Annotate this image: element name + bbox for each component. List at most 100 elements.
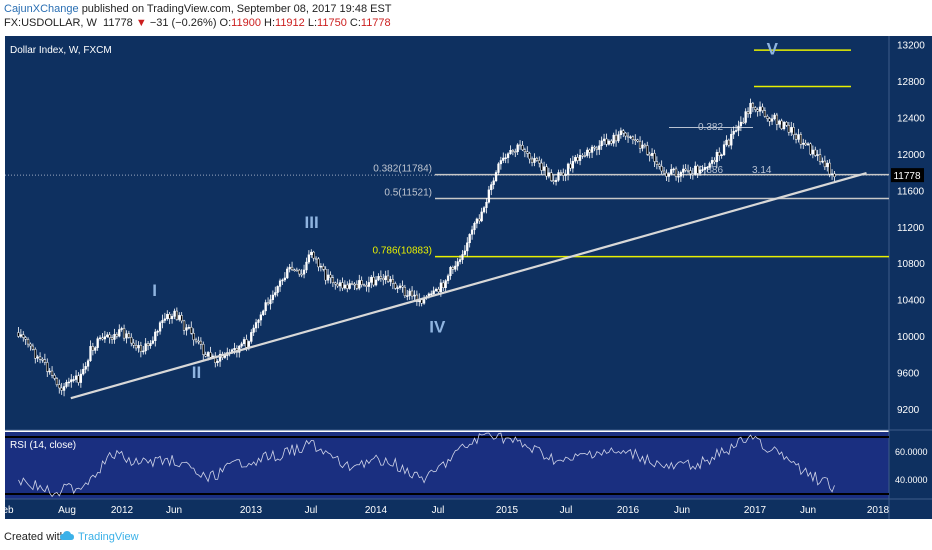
candle-body bbox=[694, 165, 697, 175]
candle-body bbox=[758, 106, 762, 112]
candle-body bbox=[787, 125, 791, 133]
candle-body bbox=[259, 314, 263, 321]
candle-body bbox=[202, 343, 205, 355]
candle-body bbox=[698, 169, 702, 174]
candle-body bbox=[590, 146, 594, 153]
candle-body bbox=[187, 327, 191, 329]
time-tick-label: 2013 bbox=[240, 505, 263, 516]
candle-body bbox=[456, 261, 459, 267]
candle-body bbox=[370, 276, 373, 283]
candle-body bbox=[84, 366, 87, 370]
candle-body bbox=[199, 340, 203, 345]
rsi-title: RSI (14, close) bbox=[10, 440, 76, 451]
candle-body bbox=[274, 292, 277, 296]
price-tick-label: 10800 bbox=[897, 259, 925, 270]
candle-body bbox=[89, 346, 92, 361]
candle-body bbox=[610, 140, 613, 144]
time-tick-label: Jun bbox=[800, 505, 816, 516]
candle-body bbox=[444, 280, 447, 288]
candle-body bbox=[372, 276, 375, 286]
candle-body bbox=[482, 207, 486, 213]
candle-body bbox=[70, 379, 73, 383]
candle-body bbox=[72, 379, 75, 381]
wave-label: II bbox=[192, 363, 201, 382]
candle-body bbox=[540, 162, 543, 171]
candle-body bbox=[432, 290, 435, 295]
open-label: O: bbox=[219, 17, 232, 29]
candle-body bbox=[538, 160, 541, 164]
candle-body bbox=[307, 254, 311, 263]
candle-body bbox=[134, 345, 138, 349]
candle-body bbox=[802, 142, 805, 145]
candle-body bbox=[101, 337, 104, 340]
candle-body bbox=[214, 355, 217, 363]
candle-body bbox=[720, 154, 723, 157]
candle-body bbox=[696, 165, 699, 174]
wave-label: III bbox=[305, 213, 319, 232]
candle-body bbox=[502, 157, 505, 161]
candle-body bbox=[379, 276, 383, 279]
rsi-tick-label: 40.0000 bbox=[895, 475, 928, 485]
candle-body bbox=[454, 265, 457, 270]
candle-body bbox=[715, 151, 719, 163]
time-tick-label: 2014 bbox=[365, 505, 388, 516]
candle-body bbox=[566, 163, 570, 175]
candle-body bbox=[118, 329, 121, 337]
price-tick-label: 10000 bbox=[897, 332, 925, 343]
candle-body bbox=[557, 172, 560, 181]
candle-body bbox=[218, 353, 222, 362]
price-tick-label: 11600 bbox=[897, 186, 925, 197]
candle-body bbox=[146, 343, 150, 347]
fib-level-label: 0.382(11784) bbox=[373, 164, 432, 175]
close-value: 11778 bbox=[360, 17, 391, 29]
candle-body bbox=[778, 120, 781, 125]
candle-body bbox=[518, 144, 522, 147]
candle-body bbox=[607, 140, 611, 145]
candle-body bbox=[103, 336, 107, 340]
candle-body bbox=[331, 277, 335, 283]
candle-body bbox=[542, 166, 546, 171]
candle-body bbox=[626, 135, 630, 138]
candle-body bbox=[516, 144, 519, 152]
candle-body bbox=[283, 277, 287, 281]
candle-body bbox=[480, 211, 483, 222]
candle-body bbox=[158, 322, 162, 332]
candle-body bbox=[806, 143, 810, 146]
projection-label: 3.14 bbox=[752, 165, 772, 176]
candle-body bbox=[367, 282, 371, 287]
time-tick-label: Jul bbox=[560, 505, 573, 516]
candle-body bbox=[583, 155, 587, 157]
candle-body bbox=[708, 163, 711, 168]
candle-body bbox=[442, 282, 445, 288]
candle-body bbox=[17, 332, 20, 337]
publisher-link[interactable]: CajunXChange bbox=[4, 3, 79, 15]
down-arrow-icon: ▼ bbox=[135, 17, 147, 29]
candle-body bbox=[830, 173, 834, 176]
candle-body bbox=[382, 277, 385, 281]
published-text: published on TradingView.com, September … bbox=[81, 3, 392, 15]
candle-body bbox=[535, 158, 539, 161]
candle-body bbox=[521, 144, 524, 151]
publish-info: CajunXChange published on TradingView.co… bbox=[4, 3, 392, 16]
candle-body bbox=[706, 166, 709, 169]
price-pane-bg bbox=[5, 36, 889, 430]
candle-body bbox=[302, 269, 306, 275]
price-tick-label: 11200 bbox=[897, 223, 925, 234]
candle-body bbox=[353, 283, 356, 286]
tradingview-brand-link[interactable]: TradingView bbox=[78, 531, 139, 543]
candle-body bbox=[175, 310, 179, 320]
tradingview-cloud-icon bbox=[60, 531, 74, 540]
candle-body bbox=[595, 147, 599, 150]
candle-body bbox=[413, 294, 416, 297]
candle-body bbox=[821, 160, 824, 163]
candle-body bbox=[132, 342, 135, 346]
candle-body bbox=[826, 162, 829, 168]
close-label: C: bbox=[349, 17, 361, 29]
candle-body bbox=[763, 110, 767, 117]
price-change: −31 (−0.26%) bbox=[149, 17, 217, 29]
candle-body bbox=[751, 102, 755, 108]
candle-body bbox=[206, 352, 210, 357]
candle-body bbox=[809, 143, 812, 155]
candle-body bbox=[336, 283, 339, 287]
